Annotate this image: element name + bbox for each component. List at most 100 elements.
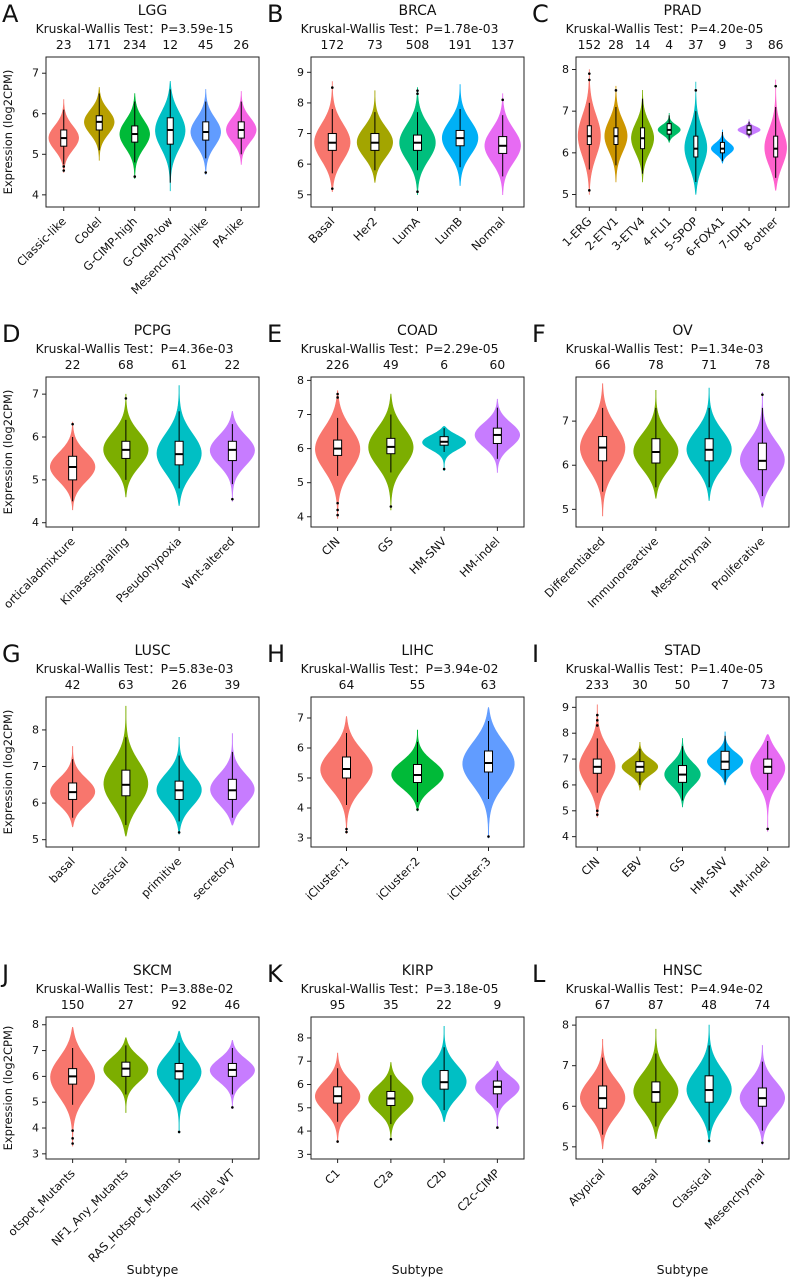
kw-test-label: Kruskal-Wallis Test：P=3.94e-02 [301,662,499,676]
outlier-dot [336,1140,339,1143]
y-tick-label: 8 [297,374,304,387]
x-tick-label: CIN [319,534,343,558]
y-tick-label: 6 [32,431,39,444]
outlier-dot [614,89,618,92]
y-tick-label: 6 [297,158,304,171]
y-tick-label: 8 [32,723,39,736]
panel-letter: E [267,320,282,348]
outlier-dot [596,724,599,727]
kw-test-label: Kruskal-Wallis Test：P=3.18e-05 [301,982,499,996]
panel-title: BRCA [399,3,437,19]
y-tick-label: 5 [297,476,304,489]
plot-border [45,56,260,208]
outlier-dot [596,718,599,722]
outlier-dot [124,397,128,400]
x-tick-label: Triple_WT [188,1166,238,1216]
count-label: 233 [586,678,609,692]
plot-border [45,696,260,848]
y-tick-label: 5 [562,188,569,201]
boxplot-box [166,117,174,145]
outlier-dot [596,809,599,813]
count-label: 45 [198,38,214,52]
y-tick-label: 3 [32,1147,39,1160]
count-label: 74 [755,998,771,1012]
outlier-dot [336,508,339,512]
outlier-dot [71,422,74,426]
x-tick-label: HM-indel [727,854,773,900]
plot-border [45,1016,260,1160]
y-tick-label: 8 [297,96,304,109]
panel-letter: H [267,640,285,668]
y-tick-label: 5 [562,804,569,817]
y-tick-label: 7 [32,67,39,80]
count-label: 171 [88,38,111,52]
panel-letter: L [532,960,546,988]
outlier-dot [596,713,599,717]
outlier-dot [336,501,339,505]
outlier-dot [416,808,419,811]
count-label: 27 [118,998,134,1012]
boxplot-box [174,440,184,466]
y-tick-label: 5 [562,1140,569,1153]
y-tick-label: 4 [297,1125,304,1138]
count-label: 152 [578,38,601,52]
panel-B-brca: B BRCA Kruskal-Wallis Test：P=1.78e-03 5 6 7 8 9… [265,0,530,320]
y-tick-label: 6 [32,797,39,810]
panel-title: LGG [138,3,168,19]
count-label: 508 [406,38,429,52]
count-label: 172 [321,38,344,52]
y-tick-label: 8 [32,1018,39,1031]
x-tick-label: basal [46,854,78,886]
y-tick-label: 6 [32,107,39,120]
x-tick-label: classical [87,854,131,898]
panel-H-lihc: H LIHC Kruskal-Wallis Test：P=3.94e-02 3 4 5 6 7… [265,640,530,960]
x-tick-label: LumB [432,214,465,247]
count-label: 28 [608,38,624,52]
boxplot-box [68,455,78,481]
boxplot-box [598,1085,608,1109]
y-tick-label: 4 [297,510,304,523]
panel-F-ov: F OV Kruskal-Wallis Test：P=1.34e-03 5 6 7 66 Di… [530,320,795,640]
x-tick-label: C2a [370,1166,396,1192]
boxplot-box [757,1087,767,1107]
count-label: 22 [436,998,452,1012]
x-tick-label: C2c-CIMP [454,1166,502,1214]
outlier-dot [501,98,504,102]
count-label: 191 [448,38,471,52]
outlier-dot [231,497,234,501]
outlier-dot [761,1141,764,1145]
panel-title: STAD [664,643,701,659]
y-axis-title: Expression (log2CPM) [1,710,15,835]
count-label: 49 [383,358,399,372]
y-tick-label: 6 [32,1070,39,1083]
x-tick-label: Atypical [565,1166,607,1208]
outlier-dot [336,392,339,396]
panel-C-prad: C PRAD Kruskal-Wallis Test：P=4.20e-05 5 6 7 8 1… [530,0,795,320]
x-tick-label: Proliferative [709,534,768,593]
panel-A-lgg: A LGG Kruskal-Wallis Test：P=3.59e-15 4 5 6 7 23… [0,0,265,320]
count-label: 12 [162,38,178,52]
plot-border [45,376,260,528]
y-tick-label: 5 [297,1101,304,1114]
x-tick-label: primitive [138,854,184,900]
x-tick-label: Classic-like [14,214,69,269]
count-label: 86 [768,38,784,52]
x-tick-label: Her2 [350,214,380,244]
outlier-dot [177,1130,181,1134]
y-tick-label: 7 [32,388,39,401]
outlier-dot [694,89,698,92]
outlier-dot [707,1139,711,1143]
count-label: 35 [383,998,399,1012]
count-label: 78 [755,358,771,372]
panel-letter: F [532,320,546,348]
y-tick-label: 6 [562,1100,569,1113]
y-tick-label: 4 [297,802,304,815]
y-tick-label: 5 [32,833,39,846]
x-tick-label: iCluster:3 [445,854,494,903]
kw-test-label: Kruskal-Wallis Test：P=1.40e-05 [566,662,764,676]
kw-test-label: Kruskal-Wallis Test：P=4.94e-02 [566,982,764,996]
boxplot-box [484,750,493,773]
